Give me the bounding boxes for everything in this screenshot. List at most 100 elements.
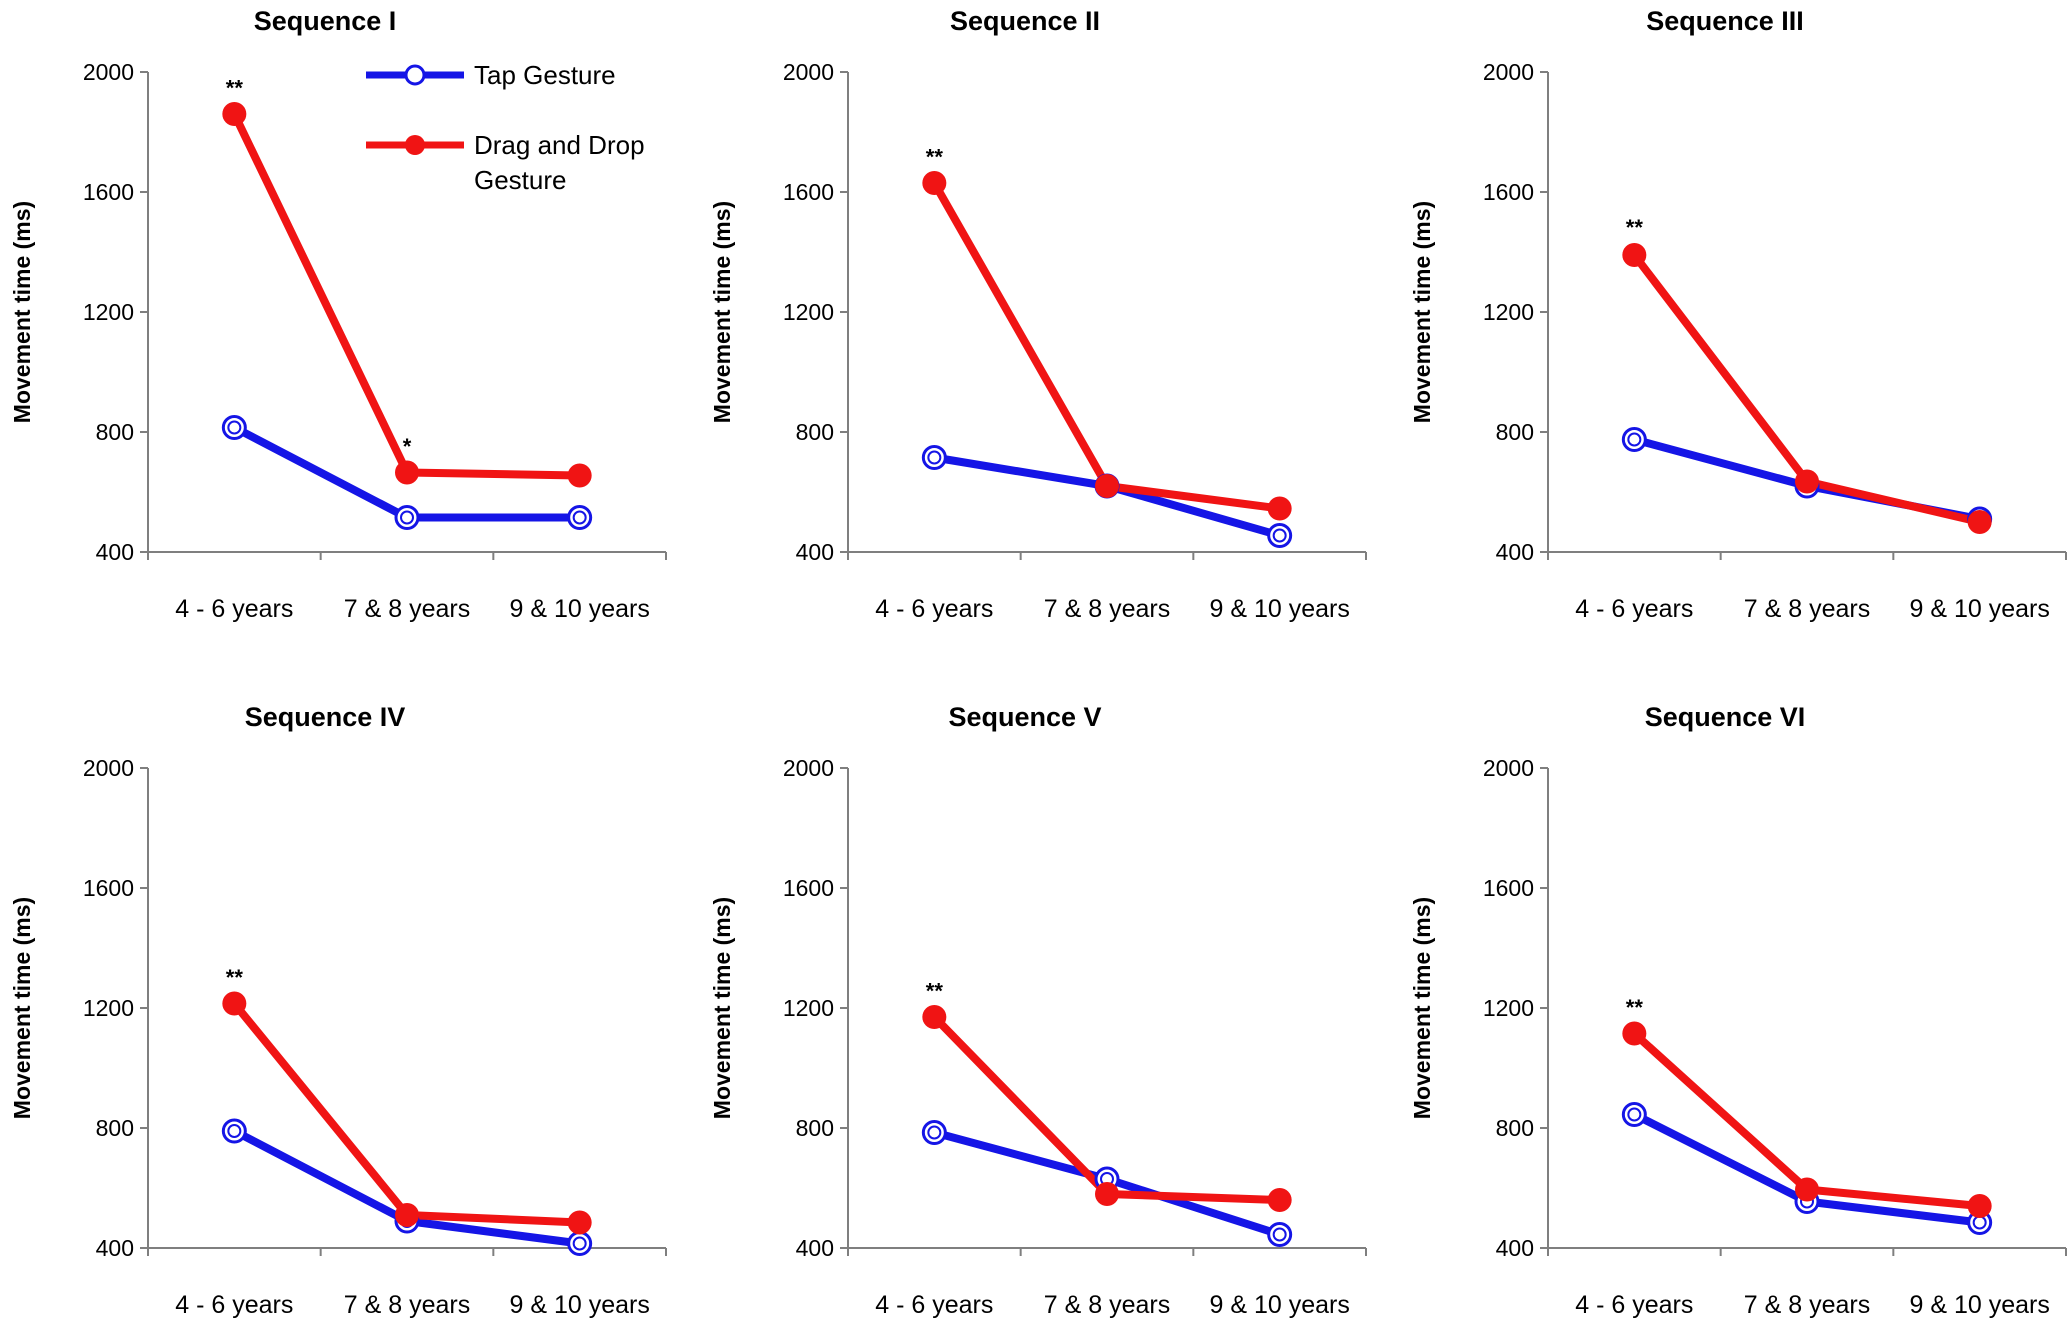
legend-drag-label-line2: Gesture	[474, 165, 567, 195]
tap-point-inner	[927, 450, 942, 465]
y-tick-label: 1200	[783, 299, 834, 325]
y-tick-label: 2000	[83, 755, 134, 781]
chart-title: Sequence VI	[1645, 702, 1806, 732]
x-tick-label: 4 - 6 years	[175, 1291, 293, 1319]
significance-marker: **	[226, 965, 244, 990]
y-axis-label: Movement time (ms)	[1409, 897, 1435, 1119]
y-tick-label: 800	[1496, 1115, 1534, 1141]
y-tick-label: 1600	[83, 179, 134, 205]
x-tick-label: 4 - 6 years	[875, 1291, 993, 1319]
chart-panel-1: Sequence I Movement time (ms) 400 800 1200 16…	[9, 6, 667, 623]
x-tick-label: 9 & 10 years	[1909, 595, 2049, 623]
drag-point	[1795, 1177, 1819, 1202]
drag-point	[395, 460, 419, 485]
drag-point	[1967, 510, 1992, 534]
tap-point-inner	[1272, 528, 1287, 543]
drag-point	[1267, 496, 1292, 521]
y-tick-label: 2000	[783, 755, 834, 781]
chart-panel-3: Sequence III Movement time (ms) 400 800 1200…	[1409, 6, 2067, 623]
x-tick-label: 7 & 8 years	[1744, 1291, 1870, 1319]
x-tick-label: 7 & 8 years	[1044, 595, 1170, 623]
x-tick-label: 9 & 10 years	[509, 1291, 649, 1319]
y-axis-label: Movement time (ms)	[709, 897, 735, 1119]
drag-point	[567, 1210, 592, 1235]
drag-point	[1967, 1194, 1992, 1218]
chart-title: Sequence II	[950, 6, 1100, 36]
x-tick-label: 4 - 6 years	[175, 595, 293, 623]
tap-point	[567, 1231, 593, 1256]
x-tick-label: 9 & 10 years	[509, 595, 649, 623]
legend-tap-marker	[404, 64, 426, 86]
x-tick-label: 4 - 6 years	[1575, 595, 1693, 623]
y-axis-label: Movement time (ms)	[9, 897, 35, 1119]
tap-point	[1621, 1102, 1647, 1127]
y-tick-label: 1200	[83, 995, 134, 1021]
x-tick-label: 4 - 6 years	[875, 595, 993, 623]
significance-marker: **	[926, 979, 944, 1004]
tap-point-inner	[927, 1125, 942, 1140]
tap-point	[1621, 427, 1647, 452]
x-tick-label: 9 & 10 years	[1209, 595, 1349, 623]
tap-point	[567, 505, 593, 530]
tap-point-inner	[572, 510, 587, 525]
drag-point	[922, 1005, 947, 1029]
y-tick-label: 2000	[1483, 755, 1534, 781]
legend-tap-label: Tap Gesture	[474, 60, 616, 90]
y-tick-label: 400	[96, 539, 134, 565]
chart-title: Sequence V	[948, 702, 1101, 732]
tap-point	[1267, 1222, 1293, 1247]
drag-point	[222, 102, 247, 126]
x-tick-label: 4 - 6 years	[1575, 1291, 1693, 1319]
y-tick-label: 400	[1496, 1235, 1534, 1261]
x-tick-label: 7 & 8 years	[344, 595, 470, 623]
y-tick-label: 800	[96, 1115, 134, 1141]
y-tick-label: 1600	[783, 875, 834, 901]
series-line-drag	[230, 999, 584, 1227]
x-tick-label: 7 & 8 years	[1744, 595, 1870, 623]
chart-panel-5: Sequence V Movement time (ms) 400 800 1200 16…	[709, 702, 1367, 1319]
legend-drag-marker	[405, 135, 425, 155]
y-tick-label: 2000	[1483, 59, 1534, 85]
drag-point	[1622, 243, 1647, 267]
drag-point	[222, 991, 247, 1016]
tap-point-inner	[400, 510, 414, 525]
chart-panel-2: Sequence II Movement time (ms) 400 800 1200 1…	[709, 6, 1367, 623]
y-tick-label: 2000	[83, 59, 134, 85]
drag-point	[1795, 469, 1819, 494]
x-tick-label: 9 & 10 years	[1209, 1291, 1349, 1319]
tap-point-inner	[572, 1236, 587, 1251]
x-tick-label: 7 & 8 years	[344, 1291, 470, 1319]
drag-point	[922, 171, 947, 195]
legend-drag-label-line1: Drag and Drop	[474, 130, 645, 160]
y-tick-label: 2000	[783, 59, 834, 85]
y-tick-label: 800	[796, 1115, 834, 1141]
drag-point	[1622, 1021, 1647, 1046]
chart-title: Sequence IV	[245, 702, 406, 732]
tap-point-inner	[227, 420, 242, 435]
y-tick-label: 1200	[1483, 995, 1534, 1021]
chart-panel-4: Sequence IV Movement time (ms) 400 800 1200 1…	[9, 702, 667, 1319]
y-tick-label: 400	[96, 1235, 134, 1261]
chart-panel-6: Sequence VI Movement time (ms) 400 800 1200 1…	[1409, 702, 2067, 1319]
drag-point	[1267, 1188, 1292, 1212]
y-tick-label: 800	[796, 419, 834, 445]
chart-title: Sequence I	[254, 6, 397, 36]
tap-point-inner	[227, 1124, 242, 1138]
y-tick-label: 1600	[783, 179, 834, 205]
x-tick-label: 9 & 10 years	[1909, 1291, 2049, 1319]
tap-point	[1267, 523, 1293, 548]
panels: Sequence I Movement time (ms) 400 800 1200 16…	[9, 6, 2067, 1319]
y-tick-label: 1600	[1483, 875, 1534, 901]
chart-title: Sequence III	[1646, 6, 1804, 36]
significance-marker: **	[926, 145, 944, 170]
y-tick-label: 400	[796, 1235, 834, 1261]
tap-point	[921, 1120, 947, 1145]
x-tick-label: 7 & 8 years	[1044, 1291, 1170, 1319]
significance-marker: *	[403, 434, 412, 459]
drag-point	[567, 463, 592, 488]
y-axis-label: Movement time (ms)	[1409, 201, 1435, 423]
significance-marker: **	[1626, 995, 1644, 1020]
tap-point-inner	[1272, 1227, 1287, 1242]
tap-point	[221, 1118, 247, 1144]
